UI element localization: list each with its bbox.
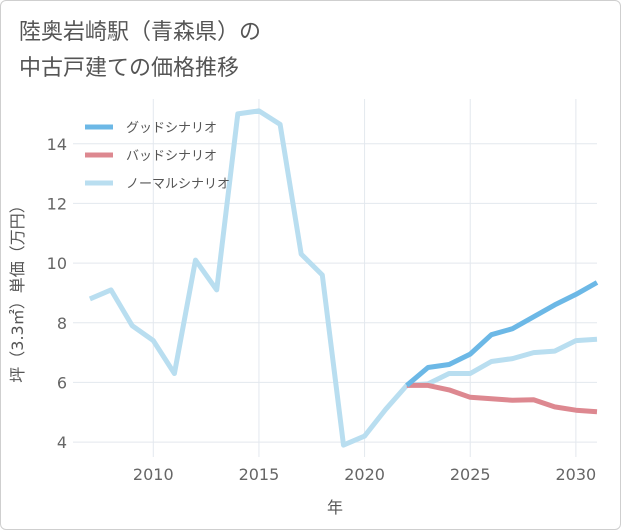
legend-label: ノーマルシナリオ <box>126 177 230 192</box>
axis-ticks: 4 6 8 10 12 14 2010 2015 2020 2025 2030 <box>47 135 597 484</box>
chart-title-line-2: 中古戸建ての価格推移 <box>19 56 240 81</box>
chart-title: 陸奥岩崎駅（青森県）の 中古戸建ての価格推移 <box>19 15 261 87</box>
series-line-2 <box>88 108 598 448</box>
legend-label: バッドシナリオ <box>126 149 217 164</box>
y-axis-label: 坪（3.3㎡）単価（万円） <box>8 197 27 382</box>
x-tick-label: 2020 <box>344 465 385 484</box>
x-tick-label: 2015 <box>239 465 280 484</box>
x-tick-label: 2025 <box>450 465 491 484</box>
series-layer <box>88 108 599 448</box>
series-line-0 <box>405 280 599 388</box>
series-line-1 <box>406 382 598 415</box>
grid-lines <box>73 99 597 457</box>
y-tick-label: 8 <box>57 314 67 333</box>
legend-label: グッドシナリオ <box>126 121 217 136</box>
x-axis-label: 年 <box>327 498 343 517</box>
x-tick-label: 2010 <box>133 465 174 484</box>
y-tick-label: 10 <box>47 254 67 273</box>
x-tick-label: 2030 <box>556 465 597 484</box>
y-tick-label: 14 <box>47 135 67 154</box>
y-tick-label: 12 <box>47 194 67 213</box>
chart-title-line-1: 陸奥岩崎駅（青森県）の <box>19 20 262 45</box>
y-tick-label: 4 <box>57 433 67 452</box>
y-tick-label: 6 <box>57 373 67 392</box>
